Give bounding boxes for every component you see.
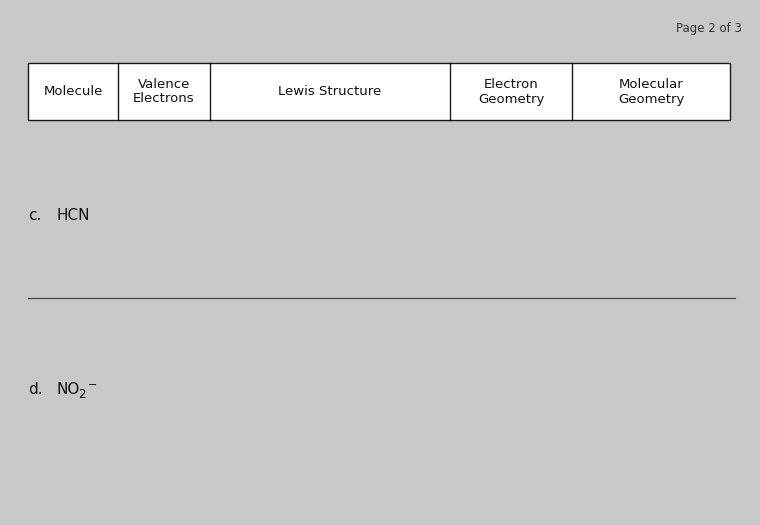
Text: Lewis Structure: Lewis Structure (278, 85, 382, 98)
Text: HCN: HCN (56, 207, 90, 223)
Text: Molecule: Molecule (43, 85, 103, 98)
Text: −: − (88, 380, 97, 390)
Text: Valence
Electrons: Valence Electrons (133, 78, 195, 106)
Text: Page 2 of 3: Page 2 of 3 (676, 22, 742, 35)
Bar (28, 63, 730, 120)
Text: Molecular
Geometry: Molecular Geometry (618, 78, 684, 106)
Text: d.: d. (28, 383, 43, 397)
Text: c.: c. (28, 207, 41, 223)
Text: 2: 2 (78, 388, 85, 402)
Text: Electron
Geometry: Electron Geometry (478, 78, 544, 106)
Text: NO: NO (56, 383, 79, 397)
